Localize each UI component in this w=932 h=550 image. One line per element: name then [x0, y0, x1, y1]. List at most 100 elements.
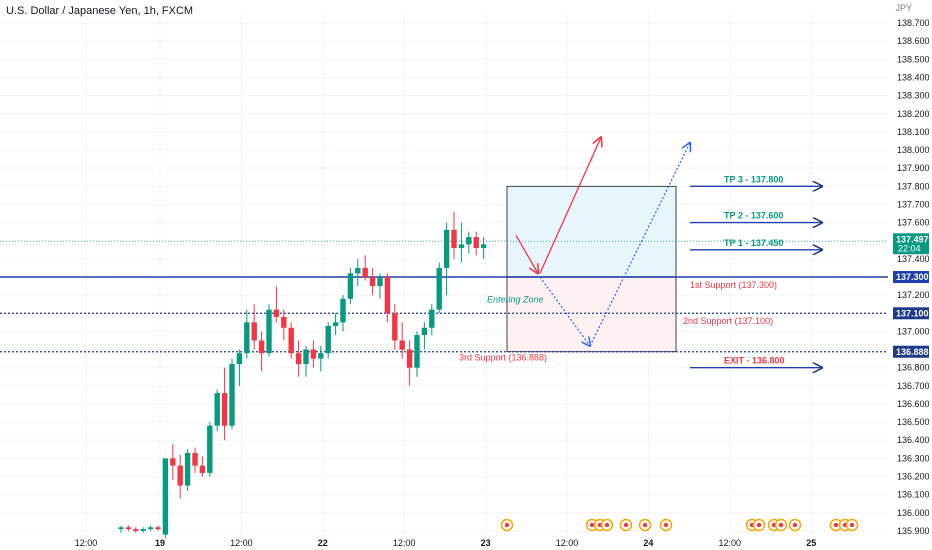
time-tick-label: 12:00 — [556, 538, 579, 548]
candle — [325, 322, 331, 359]
candle-body — [281, 316, 287, 328]
red-arrow-down — [515, 234, 538, 273]
candle — [458, 222, 465, 263]
candle — [251, 304, 257, 350]
candle — [480, 237, 487, 259]
take-profit-zone — [506, 185, 677, 278]
candle-body — [466, 237, 472, 245]
price-tick-label: 138.200 — [897, 109, 930, 119]
candle — [199, 456, 206, 477]
chart-title: U.S. Dollar / Japanese Yen, 1h, FXCM — [6, 5, 194, 17]
annotation-label: 1st Support (137.300) — [690, 280, 777, 290]
candle-body — [288, 327, 294, 354]
candle-body — [421, 327, 428, 336]
candle — [392, 304, 398, 350]
candle — [162, 458, 169, 539]
time-tick-label: 12:00 — [393, 538, 416, 548]
candle — [362, 255, 368, 281]
economic-event-icon — [619, 518, 633, 532]
candle-body — [384, 277, 391, 314]
candle — [177, 454, 183, 499]
candle — [355, 258, 361, 287]
time-tick-label: 19 — [155, 538, 165, 548]
price-axis: 135.900 136.000 136.100 136.200 136.300 136.4… — [893, 18, 930, 536]
candle — [236, 349, 243, 386]
candle-body — [221, 393, 228, 426]
candle-body — [147, 527, 154, 530]
candle — [384, 273, 391, 323]
candle-body — [325, 325, 331, 354]
candle — [118, 525, 124, 533]
candle-body — [429, 309, 435, 328]
candle-body — [303, 349, 309, 365]
time-tick-label: 12:00 — [75, 538, 98, 548]
candle-body — [207, 425, 213, 473]
price-tick-label: 138.700 — [897, 18, 930, 28]
economic-event-icon — [752, 518, 766, 532]
candle-body — [436, 267, 442, 310]
annotation-label: 2nd Support (137.100) — [683, 316, 773, 326]
level-price-badge: 136.888 — [893, 345, 929, 358]
candle-body — [170, 458, 176, 466]
candle-body — [118, 527, 124, 530]
candle — [147, 525, 154, 531]
time-tick-label: 25 — [806, 538, 816, 548]
drawings-layer — [515, 137, 822, 367]
candle-body — [340, 298, 346, 323]
level-price-badge: 137.300 — [893, 271, 929, 283]
price-tick-label: 137.900 — [897, 163, 930, 173]
candle-body — [355, 267, 361, 274]
candle-body — [236, 353, 243, 365]
candle — [443, 222, 450, 296]
candle-body — [310, 349, 317, 359]
candle — [266, 304, 272, 357]
price-tick-label: 138.300 — [897, 91, 930, 101]
economic-event-icon — [829, 518, 843, 532]
price-tick-label: 136.700 — [897, 381, 930, 391]
candle — [258, 331, 265, 372]
candle — [421, 322, 428, 350]
countdown-text: 22:04 — [898, 243, 921, 253]
price-tick-label: 136.100 — [897, 490, 930, 500]
candle-body — [377, 277, 383, 287]
candle — [229, 358, 235, 430]
candle — [429, 304, 435, 336]
candle-body — [192, 452, 198, 466]
economic-event-icon — [600, 518, 614, 532]
candle-body — [229, 364, 235, 426]
red-arrow-up — [539, 137, 601, 274]
time-tick-label: 12:00 — [719, 538, 742, 548]
candle — [133, 527, 139, 533]
candle — [406, 340, 413, 386]
candle — [451, 211, 457, 259]
candle-body — [362, 267, 368, 277]
price-tick-label: 137.800 — [897, 181, 930, 191]
candle — [288, 322, 294, 359]
candle — [377, 273, 383, 299]
candle — [310, 340, 317, 368]
candle-body — [214, 393, 220, 426]
annotations-layer: TP 3 - 137.800 TP 2 - 137.600 TP 1 - 137.4… — [459, 174, 785, 365]
price-tick-label: 137.200 — [897, 290, 930, 300]
candle — [170, 443, 176, 481]
economic-event-icon — [638, 518, 652, 532]
candle-body — [251, 322, 257, 341]
candle-body — [369, 277, 376, 287]
economic-event-icon — [774, 518, 788, 532]
price-tick-label: 138.400 — [897, 72, 930, 82]
candle — [155, 525, 161, 531]
blue-dotted-arrow-up — [589, 143, 690, 347]
candle-body — [473, 237, 479, 248]
price-tick-label: 136.000 — [897, 508, 930, 518]
annotation-label: Entering Zone — [487, 294, 544, 304]
candle-body — [332, 322, 339, 326]
level-price-text: 137.100 — [896, 308, 929, 318]
annotation-label: 3rd Support (136.888) — [459, 352, 547, 362]
level-price-badge: 137.100 — [893, 307, 929, 320]
candle — [184, 449, 191, 492]
price-tick-label: 138.000 — [897, 145, 930, 155]
candle-body — [125, 527, 132, 530]
